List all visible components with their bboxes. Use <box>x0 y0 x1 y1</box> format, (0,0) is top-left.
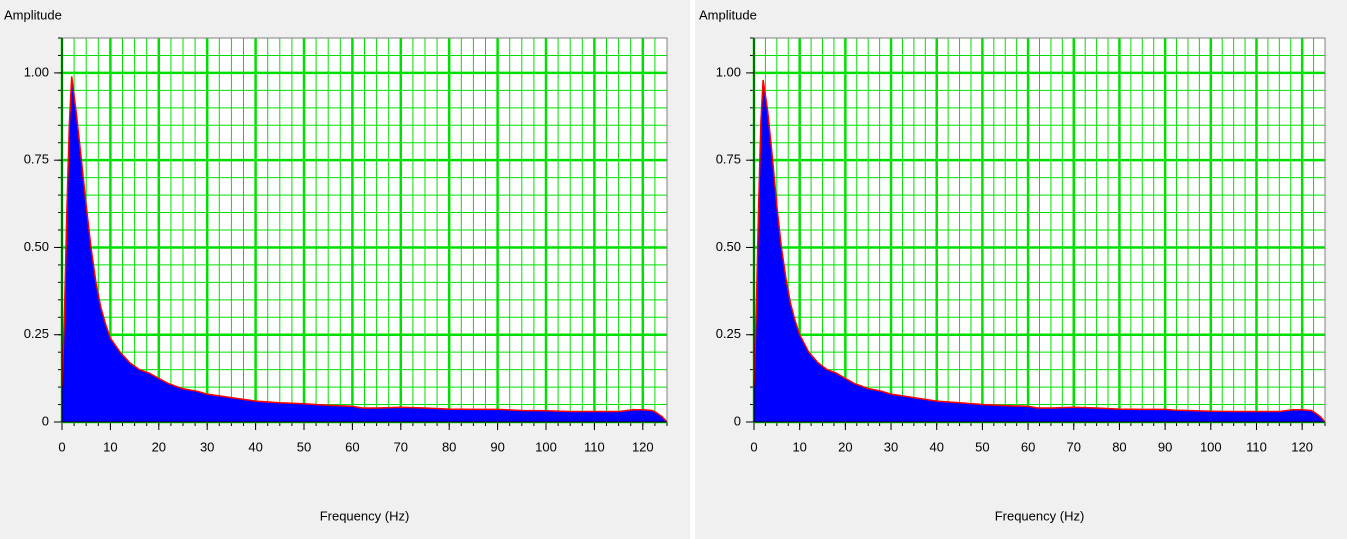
x-tick-label: 90 <box>490 439 504 454</box>
x-tick-label: 60 <box>345 439 359 454</box>
x-tick-label: 50 <box>975 439 989 454</box>
spectrum-area <box>754 79 1325 423</box>
y-axis-label: Amplitude <box>4 7 62 22</box>
x-tick-label: 120 <box>632 439 654 454</box>
x-tick-label: 0 <box>58 439 65 454</box>
y-tick-label: 0 <box>734 413 741 428</box>
x-tick-label: 10 <box>103 439 117 454</box>
x-tick-label: 110 <box>1246 439 1267 454</box>
x-axis-label: Frequency (Hz) <box>320 508 410 523</box>
x-axis-label: Frequency (Hz) <box>995 508 1085 523</box>
y-tick-label: 0.75 <box>716 152 741 167</box>
x-tick-label: 80 <box>442 439 456 454</box>
x-tick-label: 80 <box>1112 439 1126 454</box>
x-tick-label: 20 <box>838 439 852 454</box>
spectrum-outline <box>61 76 668 423</box>
x-tick-label: 70 <box>1067 439 1081 454</box>
x-tick-label: 60 <box>1021 439 1035 454</box>
y-tick-label: 0.50 <box>24 239 49 254</box>
x-tick-label: 100 <box>1200 439 1222 454</box>
x-tick-label: 0 <box>750 439 757 454</box>
x-tick-label: 70 <box>394 439 408 454</box>
x-tick-label: 50 <box>297 439 311 454</box>
x-tick-label: 110 <box>584 439 605 454</box>
y-tick-label: 0.25 <box>716 326 741 341</box>
x-tick-label: 30 <box>200 439 214 454</box>
x-tick-label: 90 <box>1158 439 1172 454</box>
y-tick-label: 0.75 <box>24 152 49 167</box>
y-tick-label: 1.00 <box>716 64 741 79</box>
y-axis-label: Amplitude <box>699 7 757 22</box>
x-tick-label: 30 <box>884 439 898 454</box>
x-tick-label: 120 <box>1291 439 1313 454</box>
y-tick-label: 0.25 <box>24 326 49 341</box>
x-tick-label: 100 <box>535 439 557 454</box>
y-tick-label: 1.00 <box>24 64 49 79</box>
x-tick-label: 40 <box>248 439 262 454</box>
spectrum-outline <box>753 79 1326 423</box>
y-tick-label: 0 <box>42 413 49 428</box>
spectrum-area <box>62 76 667 423</box>
y-tick-label: 0.50 <box>716 239 741 254</box>
x-tick-label: 10 <box>792 439 806 454</box>
x-tick-label: 20 <box>152 439 166 454</box>
x-tick-label: 40 <box>929 439 943 454</box>
